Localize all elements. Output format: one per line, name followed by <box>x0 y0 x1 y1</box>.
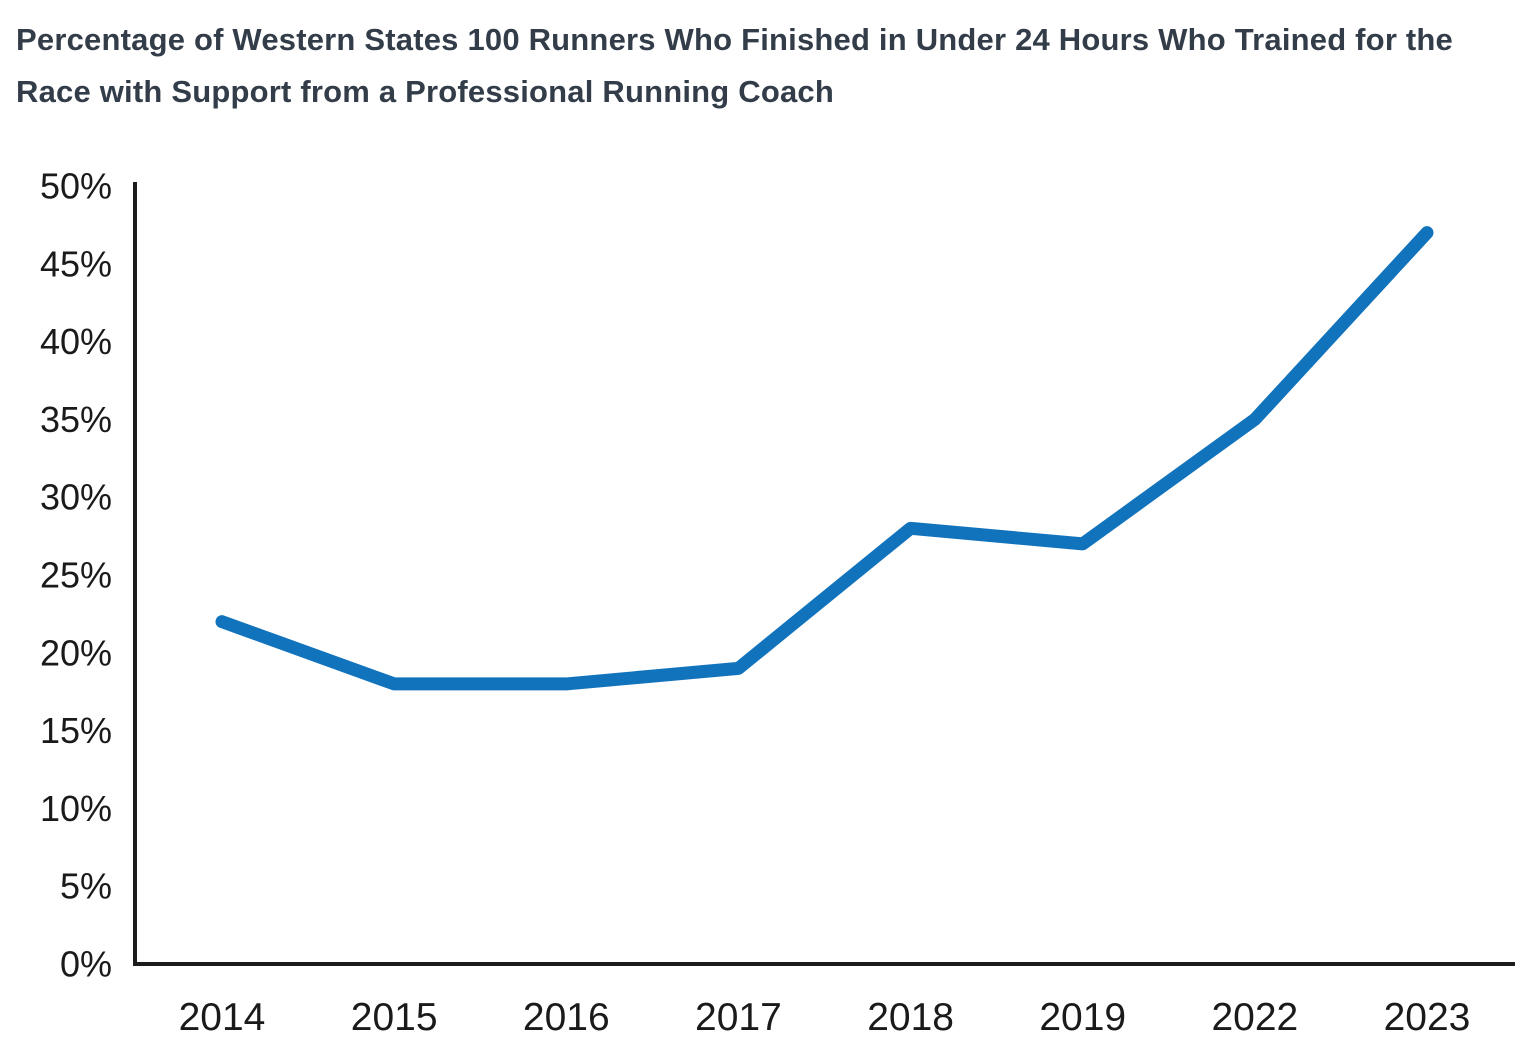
data-series-line <box>215 226 1434 691</box>
line-chart: 0% 5% 10% 15% 20% 25% 30% 35% 40% 45% 50% 2014 2015 2… <box>40 166 1515 1039</box>
y-axis-tick-label: 40% <box>40 321 112 362</box>
x-axis-tick-label: 2017 <box>695 996 782 1039</box>
x-axis-tick-label: 2015 <box>351 996 438 1039</box>
y-axis-tick-label: 35% <box>40 399 112 440</box>
y-axis-tick-label: 0% <box>60 944 112 985</box>
chart-title-line-2: Race with Support from a Professional Ru… <box>16 74 835 109</box>
chart-title-line-1: Percentage of Western States 100 Runners… <box>16 22 1453 57</box>
y-axis-tick-label: 20% <box>40 632 112 673</box>
y-axis-tick-label: 30% <box>40 477 112 518</box>
y-axis-tick-label: 45% <box>40 243 112 284</box>
y-axis-tick-label: 50% <box>40 166 112 207</box>
y-axis-tick-label: 15% <box>40 710 112 751</box>
chart-title: Percentage of Western States 100 Runners… <box>0 0 1538 118</box>
x-axis-tick-label: 2023 <box>1384 996 1471 1039</box>
x-axis-tick-label: 2016 <box>523 996 610 1039</box>
y-axis-tick-label: 25% <box>40 555 112 596</box>
x-axis-tick-label: 2014 <box>179 996 266 1039</box>
x-axis-tick-label: 2022 <box>1211 996 1298 1039</box>
x-axis-tick-label: 2019 <box>1039 996 1126 1039</box>
x-axis-tick-label: 2018 <box>867 996 954 1039</box>
y-axis-tick-label: 10% <box>40 788 112 829</box>
y-axis-tick-label: 5% <box>60 866 112 907</box>
